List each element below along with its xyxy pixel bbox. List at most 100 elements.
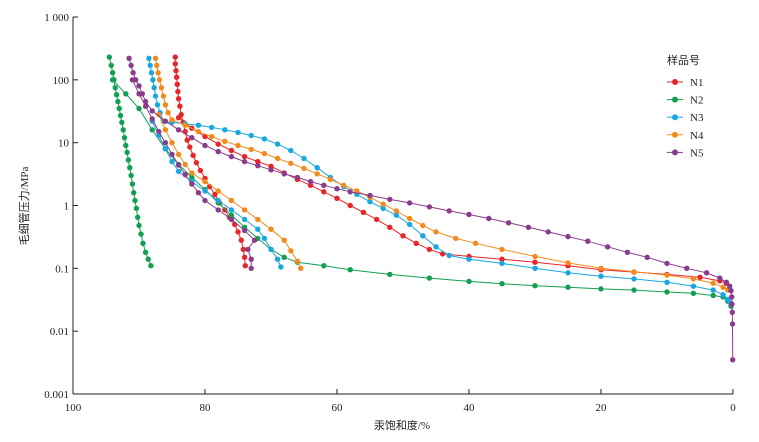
data-point: [684, 265, 690, 271]
data-point: [235, 129, 241, 136]
legend-item: N1: [667, 77, 703, 89]
y-tick-label: 0.01: [50, 326, 69, 338]
data-point: [288, 147, 294, 154]
data-point: [251, 237, 258, 243]
data-point: [387, 271, 393, 278]
data-point: [154, 102, 161, 108]
data-point: [545, 229, 551, 235]
data-point: [729, 309, 735, 315]
data-point: [124, 149, 130, 156]
data-point: [598, 273, 604, 279]
data-point: [156, 128, 162, 135]
data-point: [241, 216, 248, 223]
data-point: [136, 83, 142, 89]
data-point: [334, 195, 340, 201]
series-N5: [126, 55, 736, 363]
data-point: [115, 98, 121, 105]
legend-item: N4: [667, 130, 704, 142]
data-point: [393, 212, 400, 218]
data-point: [261, 235, 268, 242]
data-point: [140, 240, 146, 246]
data-point: [717, 275, 723, 281]
legend-marker: [672, 131, 678, 138]
data-point: [197, 167, 204, 174]
data-point: [426, 246, 433, 253]
data-point: [288, 160, 294, 166]
data-point: [136, 222, 142, 229]
data-point: [175, 151, 182, 158]
data-point: [387, 196, 393, 203]
data-point: [307, 178, 314, 185]
data-point: [446, 208, 452, 214]
data-point: [241, 153, 248, 160]
data-point: [182, 122, 188, 128]
series-N4: [152, 55, 731, 293]
data-point: [703, 270, 710, 276]
data-point: [664, 279, 670, 285]
data-point: [215, 188, 221, 194]
data-point: [175, 88, 181, 95]
data-point: [235, 142, 241, 149]
legend-item: N2: [667, 95, 703, 107]
data-point: [125, 157, 132, 163]
data-point: [420, 222, 426, 229]
data-point: [129, 181, 136, 187]
data-point: [222, 127, 228, 133]
data-point: [215, 197, 221, 204]
data-point: [598, 265, 604, 271]
data-point: [367, 199, 373, 205]
legend-marker: [672, 149, 678, 156]
data-point: [664, 272, 670, 278]
data-point: [255, 158, 261, 165]
data-point: [532, 265, 538, 271]
data-point: [274, 155, 281, 162]
data-point: [175, 96, 182, 102]
data-point: [169, 151, 175, 158]
data-point: [228, 197, 235, 204]
data-point: [294, 174, 301, 181]
data-point: [154, 62, 160, 69]
data-point: [184, 137, 190, 143]
data-point: [406, 200, 413, 206]
data-point: [710, 280, 716, 286]
y-tick-label: 1 000: [44, 12, 69, 24]
data-point: [116, 105, 122, 112]
data-point: [241, 158, 248, 165]
series-line: [148, 58, 731, 304]
series-layer: [106, 54, 736, 363]
data-point: [446, 252, 452, 259]
data-point: [235, 229, 241, 235]
data-point: [182, 171, 188, 178]
data-point: [723, 279, 730, 285]
data-point: [248, 146, 254, 153]
data-point: [294, 258, 301, 264]
legend-label: N3: [690, 112, 704, 124]
data-point: [127, 165, 133, 171]
data-point: [321, 182, 327, 188]
data-point: [281, 254, 287, 260]
data-point: [113, 92, 120, 98]
data-point: [664, 260, 670, 267]
data-point: [149, 127, 155, 133]
data-point: [532, 283, 538, 289]
series-N2: [106, 54, 734, 309]
data-point: [228, 207, 235, 213]
data-point: [162, 146, 169, 152]
axes-layer: 0.001 0.01 0.1 1 10 100 1 000 100 80 60 40 20 0: [44, 12, 736, 414]
data-point: [327, 176, 334, 183]
legend-marker: [672, 79, 678, 85]
data-point: [142, 249, 149, 255]
data-point: [268, 246, 274, 253]
data-point: [202, 197, 208, 204]
legend-item: N3: [667, 112, 704, 124]
data-point: [215, 207, 221, 213]
data-point: [222, 207, 228, 213]
data-point: [202, 188, 208, 194]
data-point: [228, 153, 235, 160]
data-point: [255, 226, 261, 232]
data-point: [158, 85, 165, 91]
data-point: [202, 178, 208, 185]
data-point: [585, 238, 591, 244]
data-point: [133, 205, 140, 212]
